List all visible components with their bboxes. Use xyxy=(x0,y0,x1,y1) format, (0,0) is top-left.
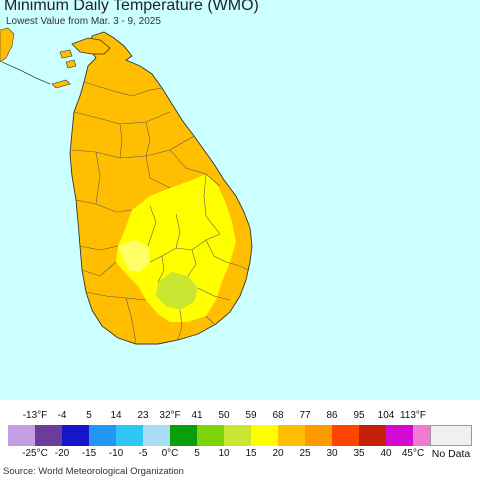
legend-swatch xyxy=(170,425,197,446)
no-data-swatch xyxy=(430,425,472,446)
celsius-tick-label: 40 xyxy=(380,448,392,459)
celsius-tick-label: 45°C xyxy=(401,448,425,459)
fahrenheit-tick-label: 95 xyxy=(353,410,365,421)
legend-swatch xyxy=(305,425,332,446)
legend-swatch xyxy=(359,425,386,446)
celsius-tick-label: 10 xyxy=(218,448,230,459)
legend-swatch xyxy=(8,425,35,446)
legend-swatch xyxy=(89,425,116,446)
celsius-tick-label: -25°C xyxy=(22,448,48,459)
fahrenheit-tick-label: 59 xyxy=(245,410,257,421)
fahrenheit-tick-label: 50 xyxy=(218,410,230,421)
legend-swatch xyxy=(35,425,62,446)
cold-patch xyxy=(156,272,198,310)
legend-swatch xyxy=(278,425,305,446)
island-b xyxy=(65,59,77,69)
legend-swatch xyxy=(62,425,89,446)
celsius-tick-label: -15 xyxy=(81,448,97,459)
legend-swatch xyxy=(116,425,143,446)
map-title: Minimum Daily Temperature (WMO) xyxy=(4,0,259,14)
fahrenheit-tick-label: 77 xyxy=(299,410,311,421)
fahrenheit-tick-label: -4 xyxy=(57,410,67,421)
fahrenheit-tick-label: 104 xyxy=(377,410,395,421)
fahrenheit-tick-label: 68 xyxy=(272,410,284,421)
legend-swatch xyxy=(332,425,359,446)
india-coast xyxy=(0,27,15,63)
highland-band xyxy=(118,240,150,272)
no-data-label: No Data xyxy=(431,448,471,460)
legend-swatch xyxy=(143,425,170,446)
celsius-tick-label: 5 xyxy=(194,448,200,459)
map-subtitle: Lowest Value from Mar. 3 - 9, 2025 xyxy=(6,16,161,27)
fahrenheit-tick-label: 86 xyxy=(326,410,338,421)
legend-swatch xyxy=(224,425,251,446)
fahrenheit-tick-label: 5 xyxy=(86,410,92,421)
celsius-tick-label: -20 xyxy=(54,448,70,459)
fahrenheit-tick-label: 14 xyxy=(110,410,122,421)
legend-swatch xyxy=(251,425,278,446)
celsius-tick-label: -5 xyxy=(138,448,148,459)
legend-swatch xyxy=(197,425,224,446)
fahrenheit-tick-label: -13°F xyxy=(22,410,48,421)
jaffna-peninsula xyxy=(71,37,111,55)
source-note: Source: World Meteorological Organizatio… xyxy=(3,466,184,477)
mannar-island xyxy=(51,79,71,89)
celsius-tick-label: -10 xyxy=(108,448,124,459)
celsius-tick-label: 35 xyxy=(353,448,365,459)
temperature-map xyxy=(0,0,480,400)
celsius-tick-label: 30 xyxy=(326,448,338,459)
fahrenheit-tick-label: 32°F xyxy=(159,410,181,421)
ocean xyxy=(0,0,480,400)
celsius-tick-label: 20 xyxy=(272,448,284,459)
district-boundaries xyxy=(71,81,249,345)
fahrenheit-tick-label: 23 xyxy=(137,410,149,421)
fahrenheit-tick-label: 113°F xyxy=(399,410,427,421)
celsius-tick-label: 15 xyxy=(245,448,257,459)
fahrenheit-tick-label: 41 xyxy=(191,410,203,421)
legend: -13°F -4 5 14 23 32°F 41 50 59 68 77 86 95 104 113°F -… xyxy=(0,404,480,464)
adams-bridge xyxy=(1,61,51,85)
celsius-tick-label: 0°C xyxy=(161,448,179,459)
legend-swatch xyxy=(386,425,413,446)
island-a xyxy=(59,49,73,59)
celsius-tick-label: 25 xyxy=(299,448,311,459)
